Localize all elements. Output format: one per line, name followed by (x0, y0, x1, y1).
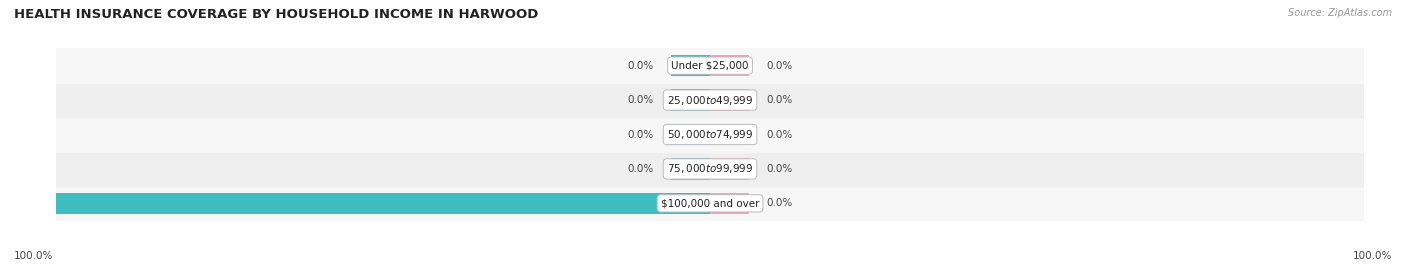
Text: 0.0%: 0.0% (627, 95, 654, 105)
Text: $75,000 to $99,999: $75,000 to $99,999 (666, 162, 754, 175)
Bar (671, 158, 710, 180)
Bar (56, 186, 1364, 221)
Text: 0.0%: 0.0% (766, 198, 793, 208)
Bar (56, 152, 1364, 186)
Text: $50,000 to $74,999: $50,000 to $74,999 (666, 128, 754, 141)
Text: 100.0%: 100.0% (1353, 251, 1392, 261)
Bar (710, 124, 749, 145)
Bar (710, 89, 749, 111)
Bar (56, 117, 1364, 152)
Text: 0.0%: 0.0% (627, 129, 654, 140)
Bar (710, 158, 749, 180)
Text: Source: ZipAtlas.com: Source: ZipAtlas.com (1288, 8, 1392, 18)
Bar (56, 48, 1364, 83)
Text: HEALTH INSURANCE COVERAGE BY HOUSEHOLD INCOME IN HARWOOD: HEALTH INSURANCE COVERAGE BY HOUSEHOLD I… (14, 8, 538, 21)
Text: $100,000 and over: $100,000 and over (661, 198, 759, 208)
Text: 0.0%: 0.0% (627, 61, 654, 71)
Text: 0.0%: 0.0% (766, 61, 793, 71)
Text: 0.0%: 0.0% (627, 164, 654, 174)
Bar (671, 89, 710, 111)
Bar (710, 55, 749, 76)
Bar (56, 83, 1364, 117)
Text: Under $25,000: Under $25,000 (671, 61, 749, 71)
Text: $25,000 to $49,999: $25,000 to $49,999 (666, 94, 754, 107)
Bar (671, 55, 710, 76)
Text: 0.0%: 0.0% (766, 129, 793, 140)
Text: 0.0%: 0.0% (766, 164, 793, 174)
Bar (671, 124, 710, 145)
Bar (0, 193, 710, 214)
Bar (710, 193, 749, 214)
Text: 0.0%: 0.0% (766, 95, 793, 105)
Text: 100.0%: 100.0% (14, 251, 53, 261)
